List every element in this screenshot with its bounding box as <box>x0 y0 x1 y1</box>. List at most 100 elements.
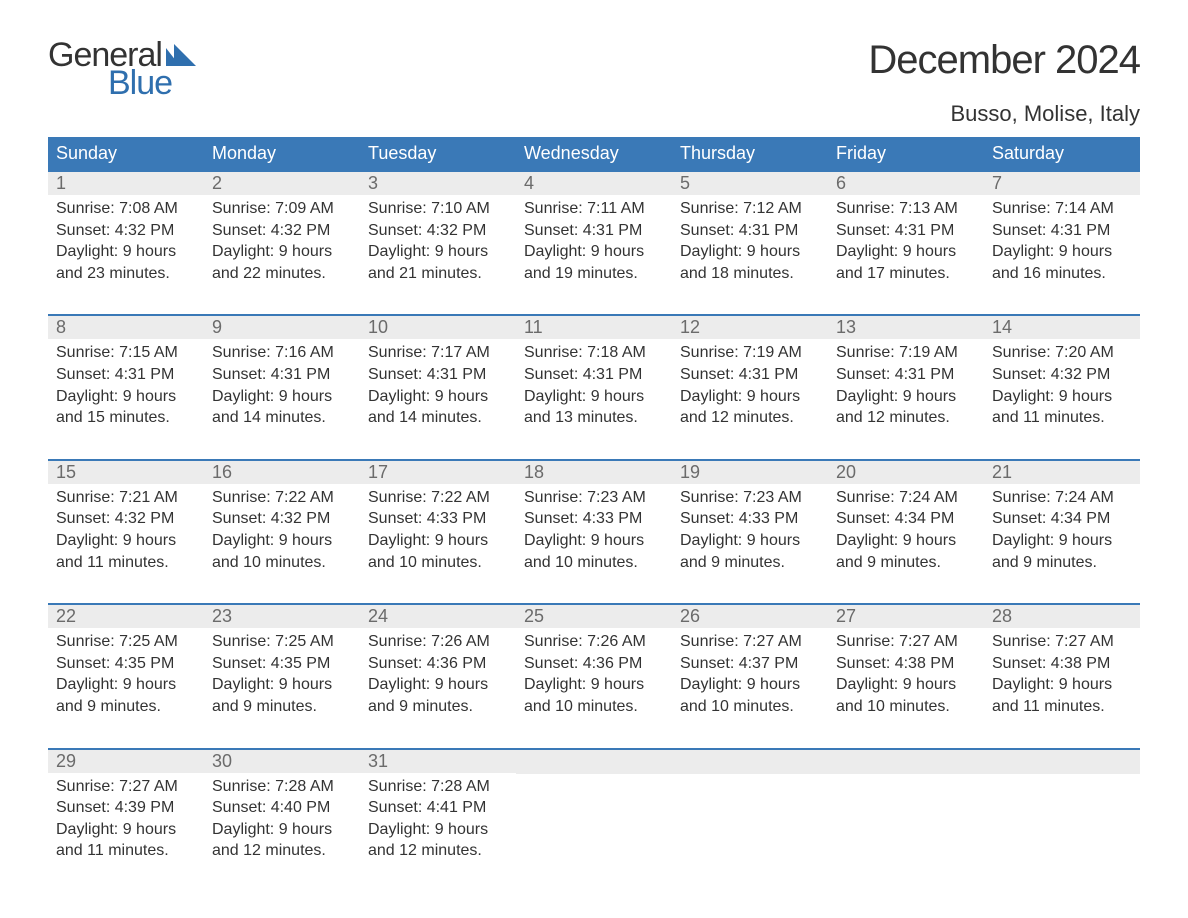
day-number: 2 <box>212 173 222 193</box>
day-number: 12 <box>680 317 700 337</box>
sunrise-line: Sunrise: 7:21 AM <box>56 487 196 509</box>
sunset-line: Sunset: 4:31 PM <box>836 364 976 386</box>
day-number: 24 <box>368 606 388 626</box>
sunset-line: Sunset: 4:38 PM <box>836 653 976 675</box>
month-title: December 2024 <box>868 38 1140 83</box>
daylight-line: Daylight: 9 hours and 9 minutes. <box>836 530 976 573</box>
week-row: 1Sunrise: 7:08 AMSunset: 4:32 PMDaylight… <box>48 170 1140 286</box>
empty-number-row <box>984 750 1140 774</box>
sunrise-line: Sunrise: 7:26 AM <box>524 631 664 653</box>
empty-number-row <box>516 750 672 774</box>
sunrise-line: Sunrise: 7:27 AM <box>56 776 196 798</box>
day-cell: 1Sunrise: 7:08 AMSunset: 4:32 PMDaylight… <box>48 172 204 286</box>
week-row: 8Sunrise: 7:15 AMSunset: 4:31 PMDaylight… <box>48 314 1140 430</box>
daylight-line: Daylight: 9 hours and 11 minutes. <box>992 674 1132 717</box>
sunset-line: Sunset: 4:31 PM <box>680 364 820 386</box>
day-cell: 10Sunrise: 7:17 AMSunset: 4:31 PMDayligh… <box>360 316 516 430</box>
day-cell: 11Sunrise: 7:18 AMSunset: 4:31 PMDayligh… <box>516 316 672 430</box>
sunset-line: Sunset: 4:35 PM <box>212 653 352 675</box>
day-number: 18 <box>524 462 544 482</box>
empty-number-row <box>672 750 828 774</box>
day-number: 9 <box>212 317 222 337</box>
sunset-line: Sunset: 4:40 PM <box>212 797 352 819</box>
day-cell: 31Sunrise: 7:28 AMSunset: 4:41 PMDayligh… <box>360 750 516 864</box>
daylight-line: Daylight: 9 hours and 11 minutes. <box>56 530 196 573</box>
day-number-row: 22 <box>48 605 204 628</box>
daylight-line: Daylight: 9 hours and 19 minutes. <box>524 241 664 284</box>
day-number: 1 <box>56 173 66 193</box>
daylight-line: Daylight: 9 hours and 11 minutes. <box>56 819 196 862</box>
dow-cell: Saturday <box>984 137 1140 170</box>
day-number-row: 19 <box>672 461 828 484</box>
day-number: 28 <box>992 606 1012 626</box>
sunrise-line: Sunrise: 7:25 AM <box>212 631 352 653</box>
day-cell: 17Sunrise: 7:22 AMSunset: 4:33 PMDayligh… <box>360 461 516 575</box>
day-number-row: 27 <box>828 605 984 628</box>
sunrise-line: Sunrise: 7:16 AM <box>212 342 352 364</box>
day-cell: 14Sunrise: 7:20 AMSunset: 4:32 PMDayligh… <box>984 316 1140 430</box>
sunset-line: Sunset: 4:31 PM <box>56 364 196 386</box>
sunrise-line: Sunrise: 7:19 AM <box>836 342 976 364</box>
day-cell: 18Sunrise: 7:23 AMSunset: 4:33 PMDayligh… <box>516 461 672 575</box>
dow-cell: Tuesday <box>360 137 516 170</box>
day-number-row: 10 <box>360 316 516 339</box>
day-number: 20 <box>836 462 856 482</box>
days-of-week-header: SundayMondayTuesdayWednesdayThursdayFrid… <box>48 137 1140 170</box>
day-number: 26 <box>680 606 700 626</box>
day-number-row: 21 <box>984 461 1140 484</box>
sunset-line: Sunset: 4:38 PM <box>992 653 1132 675</box>
day-cell: 8Sunrise: 7:15 AMSunset: 4:31 PMDaylight… <box>48 316 204 430</box>
daylight-line: Daylight: 9 hours and 10 minutes. <box>368 530 508 573</box>
daylight-line: Daylight: 9 hours and 14 minutes. <box>212 386 352 429</box>
day-number: 4 <box>524 173 534 193</box>
sunrise-line: Sunrise: 7:14 AM <box>992 198 1132 220</box>
sunset-line: Sunset: 4:34 PM <box>992 508 1132 530</box>
day-number: 6 <box>836 173 846 193</box>
day-number: 23 <box>212 606 232 626</box>
sunrise-line: Sunrise: 7:19 AM <box>680 342 820 364</box>
sunset-line: Sunset: 4:41 PM <box>368 797 508 819</box>
sunset-line: Sunset: 4:36 PM <box>524 653 664 675</box>
week-row: 15Sunrise: 7:21 AMSunset: 4:32 PMDayligh… <box>48 459 1140 575</box>
dow-cell: Sunday <box>48 137 204 170</box>
daylight-line: Daylight: 9 hours and 12 minutes. <box>680 386 820 429</box>
weeks-container: 1Sunrise: 7:08 AMSunset: 4:32 PMDaylight… <box>48 170 1140 864</box>
day-number-row: 5 <box>672 172 828 195</box>
daylight-line: Daylight: 9 hours and 21 minutes. <box>368 241 508 284</box>
daylight-line: Daylight: 9 hours and 12 minutes. <box>368 819 508 862</box>
sunrise-line: Sunrise: 7:24 AM <box>836 487 976 509</box>
dow-cell: Friday <box>828 137 984 170</box>
day-number-row: 12 <box>672 316 828 339</box>
sunset-line: Sunset: 4:32 PM <box>992 364 1132 386</box>
day-cell: 6Sunrise: 7:13 AMSunset: 4:31 PMDaylight… <box>828 172 984 286</box>
sunrise-line: Sunrise: 7:27 AM <box>836 631 976 653</box>
day-cell: 27Sunrise: 7:27 AMSunset: 4:38 PMDayligh… <box>828 605 984 719</box>
sunrise-line: Sunrise: 7:09 AM <box>212 198 352 220</box>
sunset-line: Sunset: 4:33 PM <box>680 508 820 530</box>
sunset-line: Sunset: 4:32 PM <box>368 220 508 242</box>
day-number: 16 <box>212 462 232 482</box>
sunrise-line: Sunrise: 7:18 AM <box>524 342 664 364</box>
day-number-row: 2 <box>204 172 360 195</box>
dow-cell: Thursday <box>672 137 828 170</box>
daylight-line: Daylight: 9 hours and 17 minutes. <box>836 241 976 284</box>
sunset-line: Sunset: 4:31 PM <box>524 364 664 386</box>
day-number: 3 <box>368 173 378 193</box>
day-number: 25 <box>524 606 544 626</box>
day-number-row: 7 <box>984 172 1140 195</box>
day-number: 22 <box>56 606 76 626</box>
day-cell: 5Sunrise: 7:12 AMSunset: 4:31 PMDaylight… <box>672 172 828 286</box>
header-row: General Blue December 2024 Busso, Molise… <box>48 38 1140 127</box>
day-cell: 3Sunrise: 7:10 AMSunset: 4:32 PMDaylight… <box>360 172 516 286</box>
sunset-line: Sunset: 4:32 PM <box>56 508 196 530</box>
day-number: 13 <box>836 317 856 337</box>
daylight-line: Daylight: 9 hours and 18 minutes. <box>680 241 820 284</box>
day-cell: 25Sunrise: 7:26 AMSunset: 4:36 PMDayligh… <box>516 605 672 719</box>
sunset-line: Sunset: 4:31 PM <box>212 364 352 386</box>
empty-day-cell <box>516 750 672 864</box>
sunrise-line: Sunrise: 7:22 AM <box>212 487 352 509</box>
sunset-line: Sunset: 4:31 PM <box>992 220 1132 242</box>
dow-cell: Monday <box>204 137 360 170</box>
sunrise-line: Sunrise: 7:13 AM <box>836 198 976 220</box>
sunset-line: Sunset: 4:31 PM <box>524 220 664 242</box>
